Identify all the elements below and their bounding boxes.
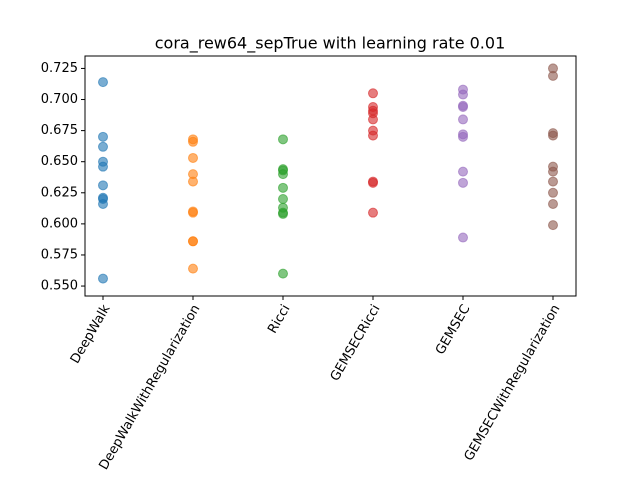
y-tick-label: 0.600 (41, 216, 78, 231)
y-tick-label: 0.575 (41, 247, 78, 262)
point (98, 131, 108, 142)
point (548, 166, 558, 177)
point (98, 198, 108, 209)
point (548, 70, 558, 81)
y-tick-label: 0.625 (41, 185, 78, 200)
plot-frame (84, 55, 577, 297)
point (548, 220, 558, 231)
y-tick-label: 0.650 (41, 154, 78, 169)
point (458, 166, 468, 177)
point (188, 236, 198, 247)
point (188, 176, 198, 187)
point (98, 161, 108, 172)
point (278, 268, 288, 279)
point (278, 169, 288, 180)
point (368, 177, 378, 188)
point (188, 136, 198, 147)
point (368, 88, 378, 99)
point (458, 114, 468, 125)
point (98, 77, 108, 88)
y-tick-label: 0.725 (41, 61, 78, 76)
y-tick-label: 0.675 (41, 123, 78, 138)
y-tick-label: 0.550 (41, 279, 78, 294)
point (368, 130, 378, 141)
point (188, 207, 198, 218)
point (98, 180, 108, 191)
point (278, 208, 288, 219)
point (98, 273, 108, 284)
point (368, 114, 378, 125)
point (188, 152, 198, 163)
point (98, 141, 108, 152)
point (458, 89, 468, 100)
point (548, 130, 558, 141)
point (458, 131, 468, 142)
point (548, 198, 558, 209)
point (368, 207, 378, 218)
point (278, 134, 288, 145)
point (548, 187, 558, 198)
point (458, 177, 468, 188)
point (278, 182, 288, 193)
point (458, 101, 468, 112)
point (458, 232, 468, 243)
y-tick-label: 0.700 (41, 92, 78, 107)
point (188, 263, 198, 274)
point (278, 194, 288, 205)
chart-title: cora_rew64_sepTrue with learning rate 0.… (155, 34, 506, 54)
point (548, 176, 558, 187)
